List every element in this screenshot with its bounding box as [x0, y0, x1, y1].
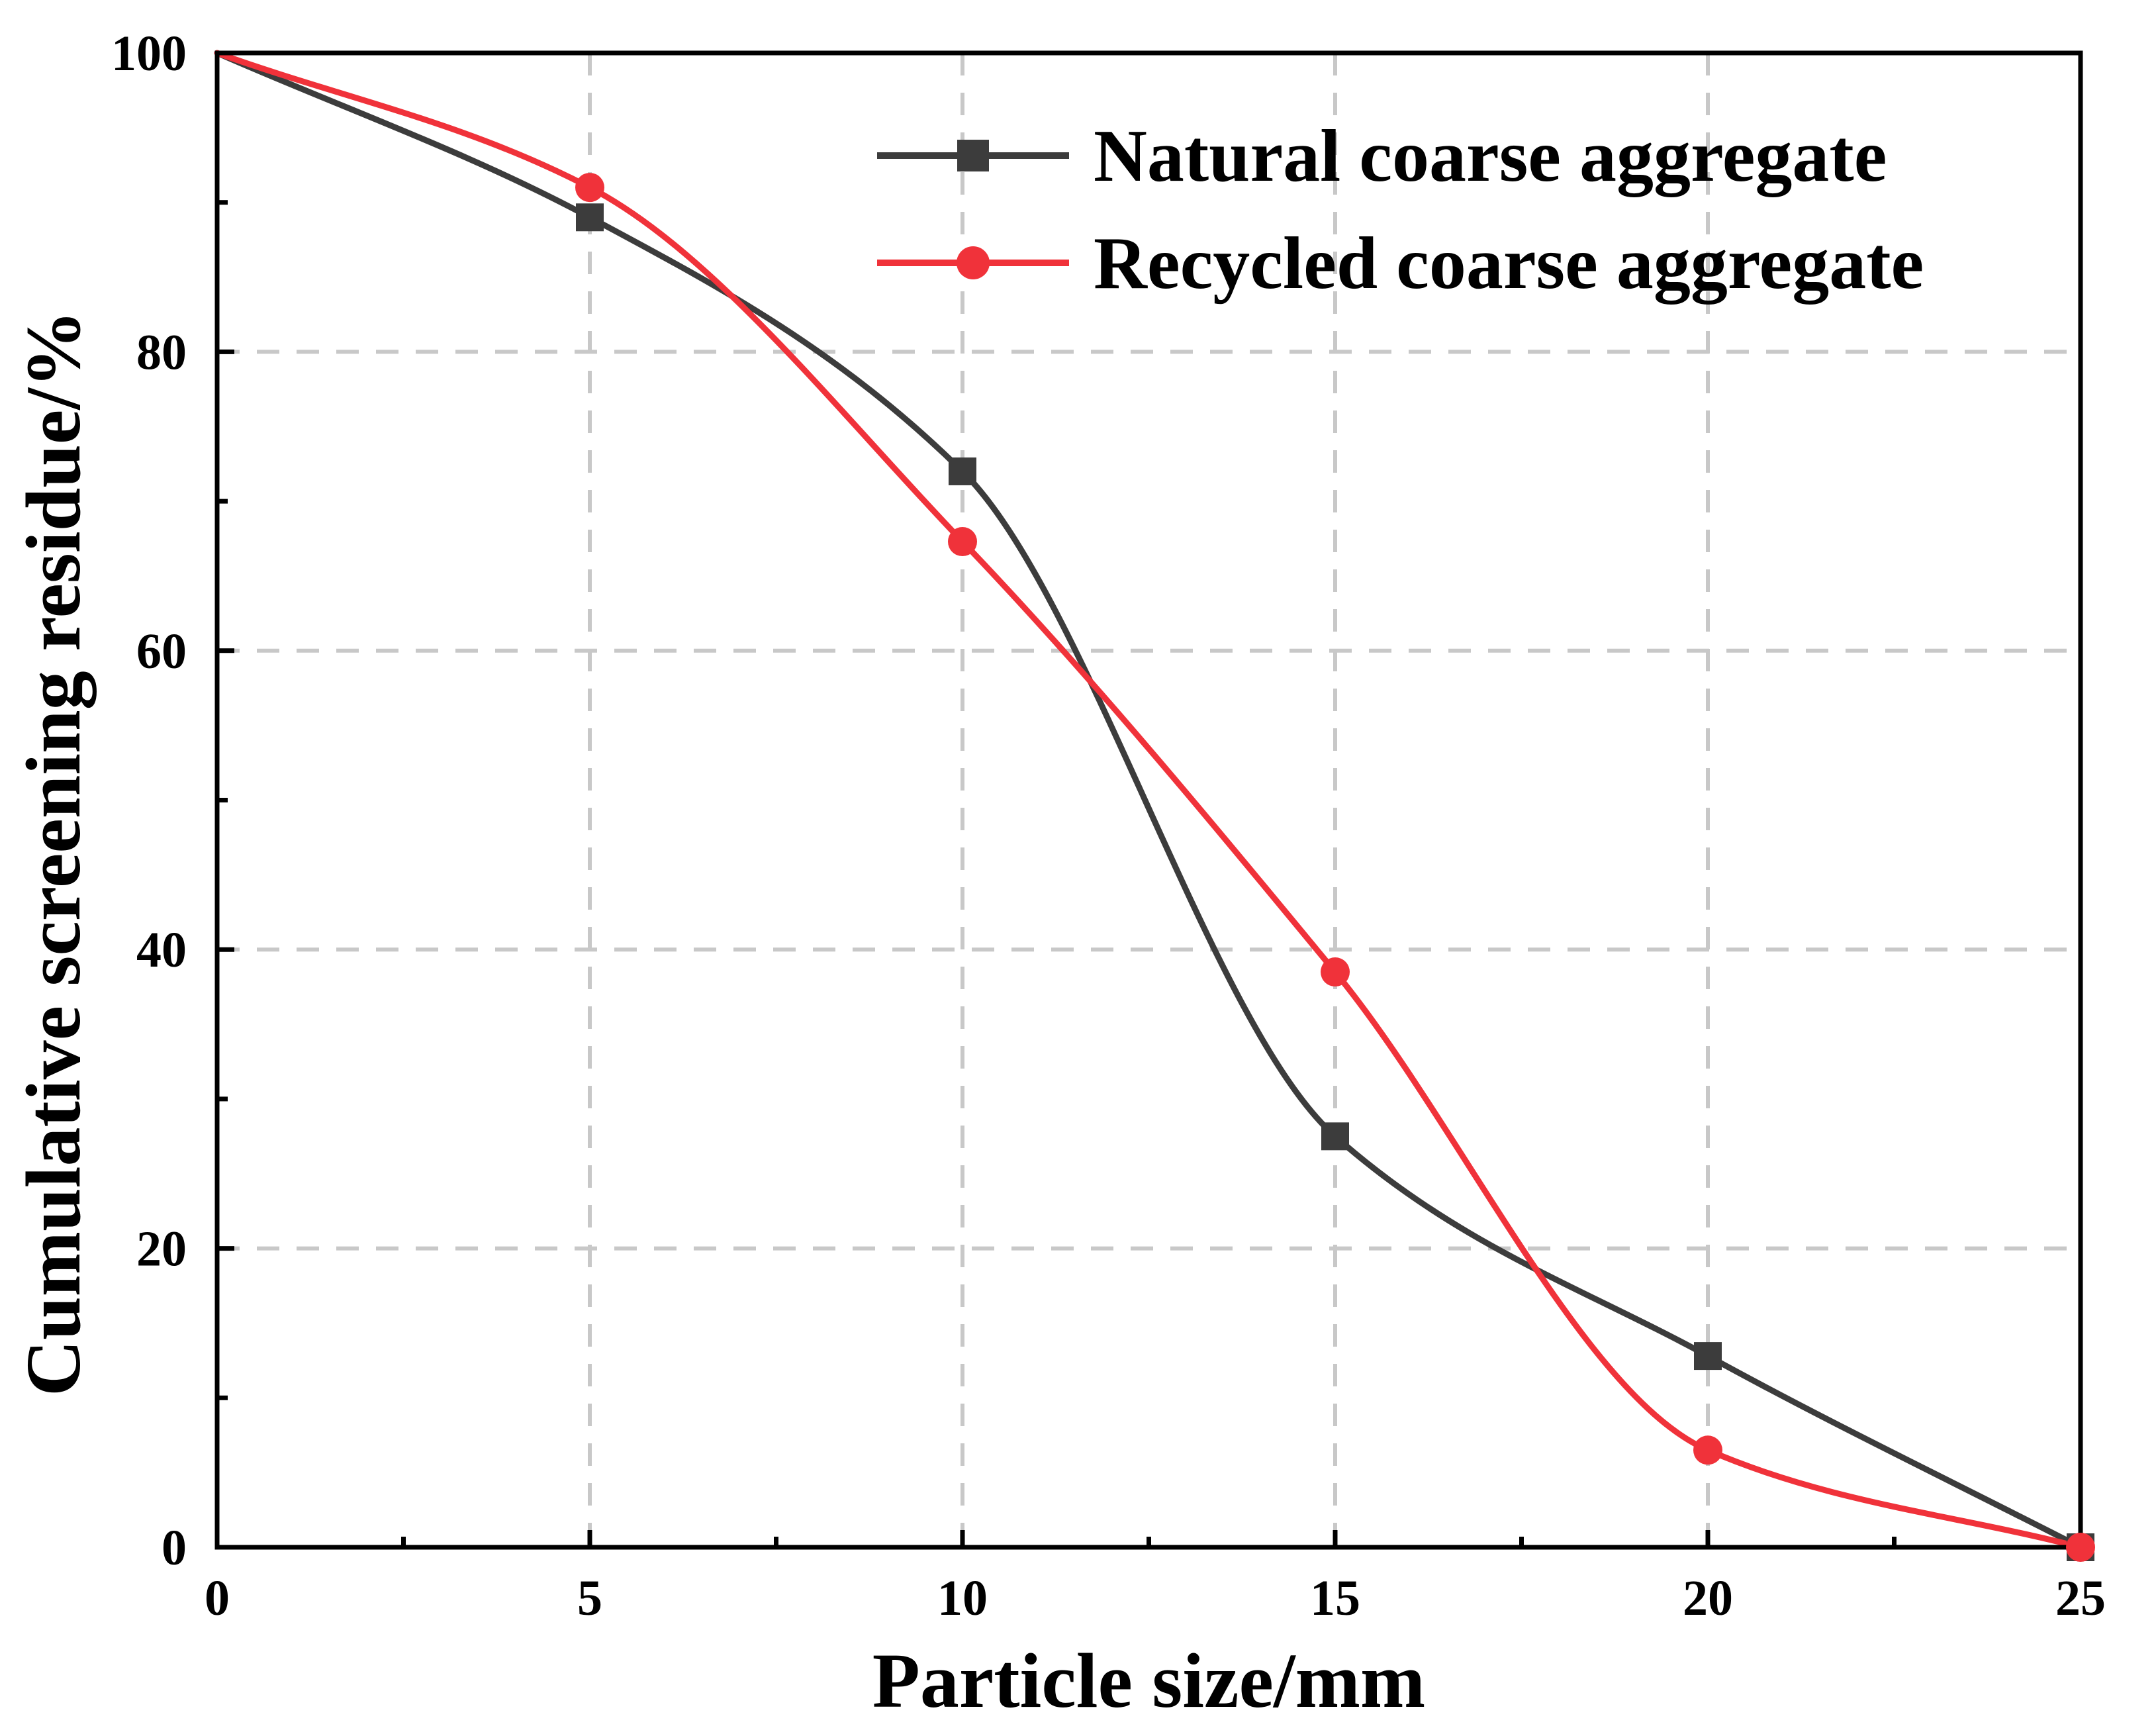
legend-marker-natural-coarse-aggregate [957, 140, 989, 171]
series-line-recycled-coarse-aggregate [214, 50, 2084, 1551]
marker-natural-coarse-aggregate-5 [576, 203, 604, 232]
legend: Natural coarse aggregate Recycled coarse … [877, 115, 1924, 305]
marker-recycled-coarse-aggregate-20 [1693, 1435, 1722, 1465]
series-lines [214, 50, 2084, 1551]
marker-natural-coarse-aggregate-10 [949, 457, 976, 485]
y-tick-label-60: 60 [136, 624, 187, 679]
y-tick-label-80: 80 [136, 324, 187, 380]
marker-recycled-coarse-aggregate-5 [575, 173, 604, 203]
y-tick-label-40: 40 [136, 922, 187, 978]
x-tick-label-5: 5 [577, 1570, 602, 1626]
marker-natural-coarse-aggregate-15 [1321, 1122, 1349, 1151]
x-tick-label-0: 0 [205, 1570, 230, 1626]
y-tick-label-20: 20 [136, 1222, 187, 1277]
series-line-natural-coarse-aggregate [214, 50, 2084, 1551]
marker-recycled-coarse-aggregate-10 [948, 527, 977, 557]
legend-label-recycled-coarse-aggregate: Recycled coarse aggregate [1094, 222, 1924, 305]
grid [217, 53, 2081, 1547]
x-tick-label-25: 25 [2055, 1570, 2106, 1626]
y-axis-title: Cumulative screening residue/% [10, 310, 97, 1396]
x-tick-label-10: 10 [937, 1570, 988, 1626]
x-tick-label-20: 20 [1683, 1570, 1733, 1626]
marker-recycled-coarse-aggregate-15 [1321, 957, 1350, 987]
x-axis-title: Particle size/mm [872, 1637, 1425, 1724]
legend-marker-recycled-coarse-aggregate [957, 246, 990, 279]
marker-recycled-coarse-aggregate-25 [2066, 1533, 2095, 1562]
legend-label-natural-coarse-aggregate: Natural coarse aggregate [1094, 115, 1887, 197]
tick-labels: 0 5 10 15 20 25 0 20 40 60 80 100 [111, 26, 2106, 1626]
x-tick-label-15: 15 [1310, 1570, 1360, 1626]
y-tick-label-100: 100 [111, 26, 187, 81]
y-tick-label-0: 0 [162, 1520, 187, 1576]
marker-natural-coarse-aggregate-20 [1694, 1342, 1722, 1370]
series-markers [575, 173, 2095, 1562]
